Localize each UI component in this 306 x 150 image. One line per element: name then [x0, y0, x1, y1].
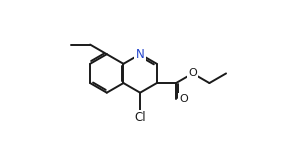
Text: Cl: Cl: [134, 111, 146, 124]
Text: O: O: [179, 94, 188, 104]
Text: O: O: [188, 68, 197, 78]
Text: N: N: [136, 48, 144, 61]
